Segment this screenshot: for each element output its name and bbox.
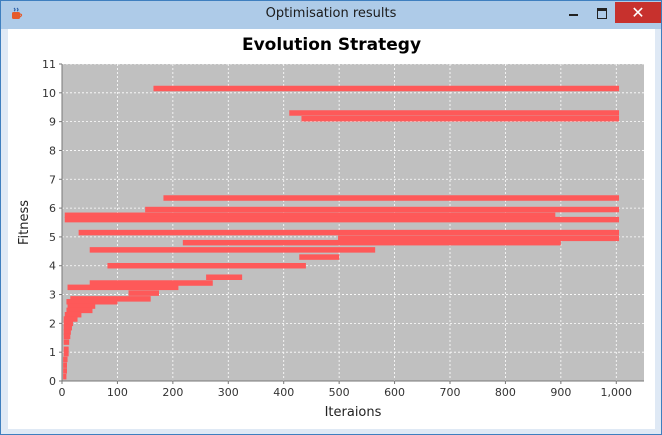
close-button[interactable]: ✕ bbox=[615, 2, 661, 23]
y-tick-label: 10 bbox=[42, 87, 56, 100]
x-axis-label: Iteraions bbox=[325, 405, 382, 420]
bar-series bbox=[63, 85, 620, 380]
bar-31 bbox=[63, 362, 67, 368]
bar-30 bbox=[63, 356, 68, 363]
x-tick-label: 700 bbox=[440, 386, 461, 399]
java-cup-icon bbox=[12, 7, 23, 19]
bar-32 bbox=[63, 368, 67, 374]
minimize-button[interactable] bbox=[561, 4, 587, 24]
title-bar[interactable]: Optimisation results ✕ bbox=[1, 1, 661, 29]
x-tick-label: 0 bbox=[59, 386, 66, 399]
bar-25 bbox=[63, 329, 71, 335]
close-icon: ✕ bbox=[631, 3, 645, 22]
bar-33 bbox=[63, 373, 67, 380]
chart-svg: 0 100 200 300 400 500 600 700 800 900 1,000 0 1 2 3 4 5… bbox=[17, 58, 644, 420]
bar-10 bbox=[89, 247, 376, 253]
y-tick-label: 5 bbox=[49, 231, 56, 244]
bar-23 bbox=[63, 320, 74, 327]
bar-11 bbox=[299, 254, 340, 260]
y-tick-label: 6 bbox=[49, 202, 56, 215]
bar-16 bbox=[128, 290, 159, 296]
y-tick-label: 11 bbox=[42, 58, 56, 71]
y-tick-label: 8 bbox=[49, 144, 56, 157]
bar-8 bbox=[338, 235, 620, 242]
x-tick-label: 1,000 bbox=[601, 386, 633, 399]
y-tick-label: 1 bbox=[49, 346, 56, 359]
y-axis-ticks: 0 1 2 3 4 5 6 7 8 9 10 11 bbox=[42, 58, 62, 388]
y-tick-label: 0 bbox=[49, 375, 56, 388]
chart-title: Evolution Strategy bbox=[241, 35, 422, 55]
bar-18 bbox=[66, 299, 118, 305]
bar-28 bbox=[63, 346, 69, 353]
x-tick-label: 300 bbox=[218, 386, 239, 399]
x-tick-label: 100 bbox=[107, 386, 128, 399]
bar-7 bbox=[78, 229, 620, 236]
bar-6 bbox=[64, 216, 620, 223]
bar-27 bbox=[63, 339, 70, 345]
axes bbox=[61, 64, 644, 382]
window-title: Optimisation results bbox=[265, 6, 397, 21]
bar-14 bbox=[89, 280, 213, 286]
bar-3 bbox=[163, 195, 620, 201]
x-axis-ticks: 0 100 200 300 400 500 600 700 800 900 1,000 bbox=[59, 381, 633, 399]
y-tick-label: 4 bbox=[49, 260, 56, 273]
x-tick-label: 600 bbox=[384, 386, 405, 399]
maximize-button[interactable] bbox=[589, 4, 615, 24]
bar-2 bbox=[301, 116, 620, 122]
bar-15 bbox=[67, 284, 179, 291]
bar-0 bbox=[153, 85, 620, 92]
bar-22 bbox=[63, 316, 78, 322]
bar-21 bbox=[64, 311, 82, 318]
y-tick-label: 2 bbox=[49, 317, 56, 330]
bar-19 bbox=[67, 303, 96, 309]
bar-4 bbox=[145, 206, 620, 213]
x-tick-label: 400 bbox=[273, 386, 294, 399]
y-tick-label: 3 bbox=[49, 289, 56, 302]
bar-12 bbox=[107, 262, 306, 269]
x-tick-label: 200 bbox=[162, 386, 183, 399]
y-axis-label: Fitness bbox=[17, 200, 32, 245]
bar-29 bbox=[63, 350, 69, 357]
bar-5 bbox=[64, 212, 556, 219]
bar-1 bbox=[289, 110, 620, 116]
bar-17 bbox=[70, 296, 151, 302]
chart-panel: Evolution Strategy 0 100 200 300 400 500 600 70… bbox=[8, 29, 655, 429]
y-tick-label: 7 bbox=[49, 173, 56, 186]
x-tick-label: 800 bbox=[495, 386, 516, 399]
x-tick-label: 500 bbox=[329, 386, 350, 399]
bar-9 bbox=[182, 239, 561, 246]
bar-26 bbox=[63, 333, 71, 340]
bar-13 bbox=[206, 274, 243, 281]
bar-24 bbox=[63, 324, 72, 331]
y-tick-label: 9 bbox=[49, 116, 56, 129]
bar-20 bbox=[66, 307, 93, 314]
x-tick-label: 900 bbox=[550, 386, 571, 399]
